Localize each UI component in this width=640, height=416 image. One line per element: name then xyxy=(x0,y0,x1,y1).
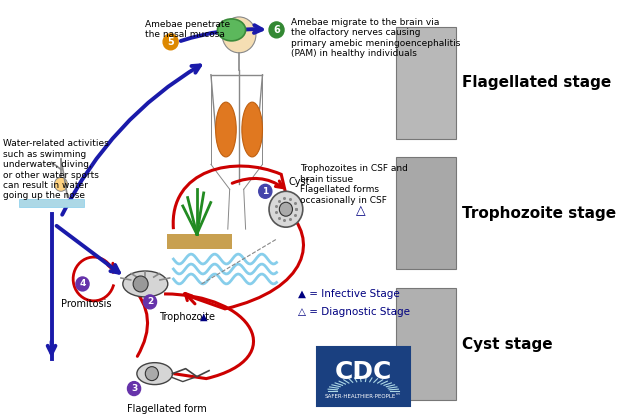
Text: SAFER·HEALTHIER·PEOPLE™: SAFER·HEALTHIER·PEOPLE™ xyxy=(325,394,402,399)
Ellipse shape xyxy=(242,102,262,157)
Text: 4: 4 xyxy=(79,280,86,288)
Circle shape xyxy=(259,184,272,198)
Text: 6: 6 xyxy=(273,25,280,35)
FancyBboxPatch shape xyxy=(167,234,232,249)
FancyBboxPatch shape xyxy=(19,199,84,207)
Circle shape xyxy=(54,177,67,191)
Text: Trophozoite: Trophozoite xyxy=(159,312,216,322)
Circle shape xyxy=(269,191,303,227)
Text: Amebae penetrate
the nasal mucosa: Amebae penetrate the nasal mucosa xyxy=(145,20,230,40)
Text: Trophozoites in CSF and
brain tissue
Flagellated forms
occasionally in CSF: Trophozoites in CSF and brain tissue Fla… xyxy=(300,164,408,205)
Text: Trophozoite stage: Trophozoite stage xyxy=(462,206,616,221)
FancyBboxPatch shape xyxy=(396,27,456,139)
Text: 2: 2 xyxy=(147,297,153,307)
Text: Cyst stage: Cyst stage xyxy=(462,337,552,352)
Circle shape xyxy=(269,22,284,38)
Circle shape xyxy=(76,277,89,291)
Text: Cyst: Cyst xyxy=(289,177,310,187)
FancyBboxPatch shape xyxy=(317,347,410,406)
Text: 3: 3 xyxy=(131,384,137,393)
Text: ▲: ▲ xyxy=(200,312,207,322)
Ellipse shape xyxy=(218,19,246,41)
Text: Amebae migrate to the brain via
the olfactory nerves causing
primary amebic meni: Amebae migrate to the brain via the olfa… xyxy=(291,18,460,58)
Text: △: △ xyxy=(356,204,366,217)
Ellipse shape xyxy=(137,363,173,384)
Text: 1: 1 xyxy=(262,187,268,196)
Text: ▲ = Infective Stage: ▲ = Infective Stage xyxy=(298,289,400,299)
Circle shape xyxy=(143,295,157,309)
Ellipse shape xyxy=(123,271,168,297)
Text: △ = Diagnostic Stage: △ = Diagnostic Stage xyxy=(298,307,410,317)
Circle shape xyxy=(222,17,256,53)
Text: 5: 5 xyxy=(167,37,174,47)
Text: Promitosis: Promitosis xyxy=(61,299,111,309)
Text: CDC: CDC xyxy=(335,360,392,384)
Circle shape xyxy=(145,366,159,381)
Circle shape xyxy=(279,202,292,216)
Text: Water-related activities
such as swimming
underwater, diving,
or other water spo: Water-related activities such as swimmin… xyxy=(3,139,109,201)
Circle shape xyxy=(127,381,141,396)
Circle shape xyxy=(163,34,178,50)
FancyBboxPatch shape xyxy=(396,158,456,270)
Circle shape xyxy=(133,276,148,292)
Ellipse shape xyxy=(216,102,236,157)
FancyBboxPatch shape xyxy=(396,288,456,400)
Text: Flagellated stage: Flagellated stage xyxy=(462,75,611,90)
Text: Flagellated form: Flagellated form xyxy=(127,404,206,414)
